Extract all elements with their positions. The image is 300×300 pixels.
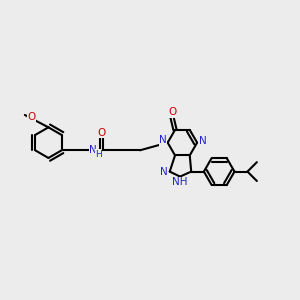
Text: O: O xyxy=(27,112,35,122)
Text: O: O xyxy=(97,128,105,138)
Text: NH: NH xyxy=(172,178,187,188)
Text: N: N xyxy=(89,145,97,155)
Text: H: H xyxy=(95,150,102,159)
Text: N: N xyxy=(160,167,168,177)
Text: O: O xyxy=(168,107,176,117)
Text: N: N xyxy=(159,135,167,145)
Text: N: N xyxy=(199,136,206,146)
